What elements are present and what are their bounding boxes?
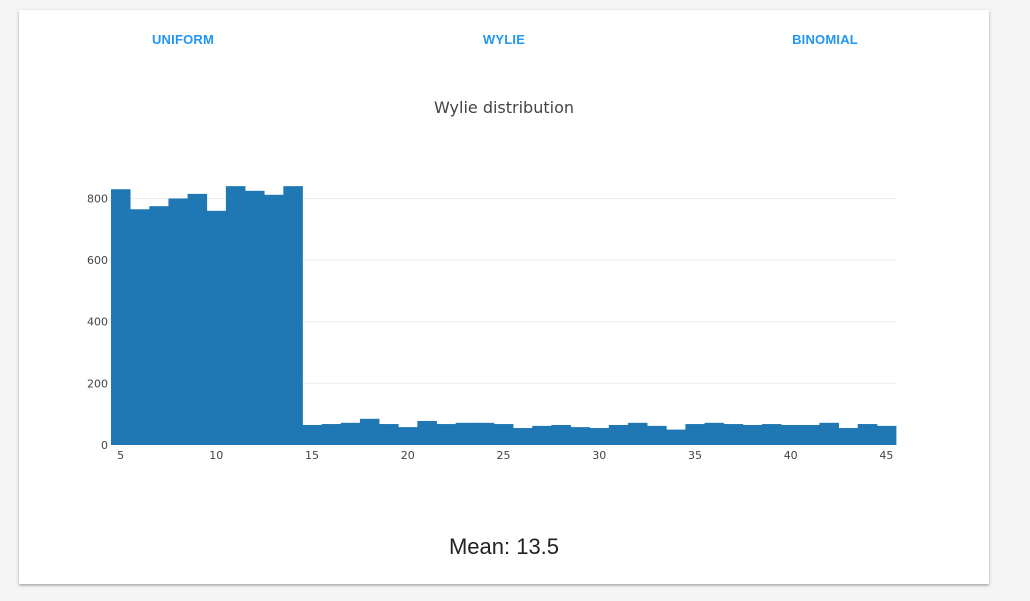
x-tick-label: 20 [401, 449, 415, 462]
histogram-bar[interactable] [302, 424, 323, 445]
mean-value: Mean: 13.5 [448, 534, 560, 559]
histogram-bar[interactable] [513, 428, 533, 445]
histogram-bar[interactable] [111, 189, 131, 445]
x-tick-label: 25 [497, 449, 511, 462]
histogram-bar[interactable] [570, 427, 591, 445]
histogram-bar[interactable] [379, 424, 399, 445]
histogram-bar[interactable] [359, 418, 380, 445]
histogram-bar[interactable] [225, 186, 246, 445]
histogram-bar[interactable] [474, 422, 495, 445]
x-axis-ticks: 5 10 15 20 25 30 35 40 45 [117, 449, 893, 462]
tab-binomial[interactable]: BINOMIAL [792, 32, 858, 47]
x-tick-label: 45 [879, 449, 893, 462]
histogram-bar[interactable] [417, 420, 437, 445]
histogram-bar[interactable] [130, 209, 150, 445]
histogram-bar[interactable] [321, 424, 342, 445]
histogram-bar[interactable] [704, 422, 725, 445]
histogram-bar[interactable] [608, 424, 629, 445]
histogram-bar[interactable] [264, 194, 284, 445]
y-tick-label: 400 [87, 316, 108, 329]
histogram-bar[interactable] [685, 424, 705, 445]
histogram-bar[interactable] [283, 186, 303, 445]
histogram-bar[interactable] [838, 428, 859, 445]
histogram-bar[interactable] [876, 425, 897, 445]
histogram-plot: 0 200 400 600 800 5 10 15 20 25 30 35 40 45 [87, 186, 897, 462]
histogram-bar[interactable] [781, 424, 801, 445]
histogram-bar[interactable] [149, 206, 169, 445]
histogram-bar[interactable] [245, 190, 265, 445]
histogram-bar[interactable] [800, 424, 820, 445]
distribution-card: UNIFORM WYLIE BINOMIAL Wylie distributio… [19, 10, 989, 584]
histogram-bar[interactable] [206, 210, 227, 445]
histogram-bar[interactable] [551, 424, 571, 445]
x-tick-label: 40 [784, 449, 798, 462]
histogram-bar[interactable] [398, 427, 418, 445]
histogram-bar[interactable] [647, 425, 667, 445]
y-axis-ticks: 0 200 400 600 800 [87, 192, 108, 452]
histogram-bar[interactable] [168, 198, 188, 445]
histogram-bar[interactable] [436, 424, 457, 445]
x-tick-label: 10 [209, 449, 223, 462]
histogram-bar[interactable] [761, 424, 782, 445]
histogram-bar[interactable] [819, 422, 839, 445]
x-tick-label: 5 [117, 449, 124, 462]
histogram-bar[interactable] [742, 424, 763, 445]
histogram-bars [111, 186, 897, 445]
distribution-tabs: UNIFORM WYLIE BINOMIAL [19, 10, 989, 68]
histogram-bar[interactable] [666, 429, 686, 445]
histogram-bar[interactable] [455, 422, 476, 445]
x-tick-label: 35 [688, 449, 702, 462]
y-tick-label: 800 [87, 192, 108, 205]
histogram-bar[interactable] [340, 422, 361, 445]
x-tick-label: 30 [592, 449, 606, 462]
histogram-bar[interactable] [532, 425, 552, 445]
histogram-bar[interactable] [493, 424, 514, 445]
histogram-bar[interactable] [723, 424, 744, 445]
tab-wylie[interactable]: WYLIE [482, 32, 526, 47]
histogram-bar[interactable] [627, 422, 648, 445]
histogram-chart: Wylie distribution 0 200 400 600 800 5 10 15 20… [19, 90, 989, 490]
y-tick-label: 600 [87, 254, 108, 267]
chart-title: Wylie distribution [433, 98, 574, 117]
tab-uniform[interactable]: UNIFORM [151, 32, 215, 47]
x-tick-label: 15 [305, 449, 319, 462]
histogram-bar[interactable] [589, 428, 610, 445]
y-tick-label: 200 [87, 377, 108, 390]
y-tick-label: 0 [101, 439, 108, 452]
histogram-bar[interactable] [857, 424, 878, 445]
histogram-bar[interactable] [187, 193, 208, 445]
